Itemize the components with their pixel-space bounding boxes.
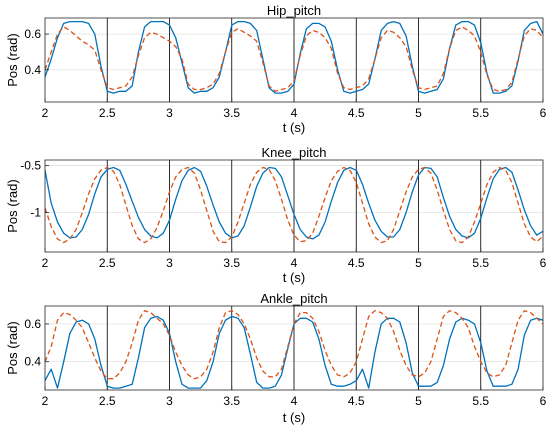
- x-tick-label: 3.5: [223, 256, 240, 270]
- x-tick-label: 2: [42, 394, 49, 408]
- x-tick-label: 3.5: [223, 394, 240, 408]
- y-tick-labels: 0.4 0.6: [24, 317, 49, 369]
- y-axis-label: Pos (rad): [5, 33, 20, 86]
- cycle-lines: [106, 18, 482, 102]
- x-tick-labels: 2 2.5 3 3.5 4 4.5 5 5.5 6: [42, 98, 547, 120]
- x-tick-labels: 2 2.5 3 3.5 4 4.5 5 5.5 6: [42, 386, 547, 408]
- reference-series-line: [45, 166, 543, 244]
- measured-series-line: [45, 20, 543, 94]
- x-axis-label: t (s): [283, 270, 305, 285]
- measured-series-line: [45, 166, 543, 240]
- y-axis-label: Pos (rad): [5, 321, 20, 374]
- x-tick-label: 4: [291, 394, 298, 408]
- x-tick-label: 5.5: [472, 394, 489, 408]
- chart-title: Knee_pitch: [261, 145, 326, 160]
- y-tick-label: 0.4: [24, 355, 41, 369]
- x-tick-label: 4.5: [348, 106, 365, 120]
- cycle-lines: [106, 160, 482, 252]
- hip-pitch-chart: Hip_pitch 2 2.5 3 3.5 4 4.5 5 5.5 6 0.4 0.6 t (s)…: [5, 3, 547, 135]
- chart-title: Ankle_pitch: [260, 291, 327, 306]
- y-tick-labels: 0.4 0.6: [24, 27, 49, 77]
- y-tick-label: 0.6: [24, 27, 41, 41]
- x-tick-labels: 2 2.5 3 3.5 4 4.5 5 5.5 6: [42, 248, 547, 270]
- knee-pitch-chart: Knee_pitch 2 2.5 3 3.5 4 4.5 5 5.5 6 -1 -0.5 t (s…: [5, 145, 547, 285]
- x-tick-label: 4: [291, 106, 298, 120]
- series-group: [45, 166, 543, 244]
- x-axis-label: t (s): [283, 410, 305, 425]
- reference-series-line: [45, 26, 543, 92]
- x-tick-label: 4.5: [348, 256, 365, 270]
- x-tick-label: 5.5: [472, 256, 489, 270]
- y-tick-label: 0.4: [24, 63, 41, 77]
- x-tick-label: 3: [166, 394, 173, 408]
- x-tick-label: 4.5: [348, 394, 365, 408]
- x-tick-label: 6: [540, 394, 547, 408]
- x-tick-label: 6: [540, 256, 547, 270]
- ankle-pitch-chart: Ankle_pitch 2 2.5 3 3.5 4 4.5 5 5.5 6 0.4 0.6 t (…: [5, 291, 547, 425]
- x-tick-label: 5: [415, 106, 422, 120]
- x-tick-label: 4: [291, 256, 298, 270]
- y-tick-label: -1: [30, 206, 41, 220]
- x-tick-label: 2.5: [99, 256, 116, 270]
- x-tick-label: 5: [415, 256, 422, 270]
- x-tick-label: 5: [415, 394, 422, 408]
- x-tick-label: 3.5: [223, 106, 240, 120]
- series-group: [45, 20, 543, 94]
- x-tick-label: 2.5: [99, 394, 116, 408]
- series-group: [45, 310, 543, 389]
- x-tick-label: 5.5: [472, 106, 489, 120]
- y-axis-label: Pos (rad): [5, 179, 20, 232]
- x-tick-label: 3: [166, 106, 173, 120]
- y-tick-label: -0.5: [20, 159, 41, 173]
- x-tick-label: 3: [166, 256, 173, 270]
- x-axis-label: t (s): [283, 120, 305, 135]
- x-tick-label: 6: [540, 106, 547, 120]
- cycle-lines: [106, 306, 482, 390]
- x-tick-label: 2: [42, 256, 49, 270]
- y-tick-labels: -1 -0.5: [20, 159, 49, 220]
- reference-series-line: [45, 310, 543, 380]
- x-tick-label: 2: [42, 106, 49, 120]
- y-tick-label: 0.6: [24, 317, 41, 331]
- x-tick-label: 2.5: [99, 106, 116, 120]
- chart-title: Hip_pitch: [267, 3, 321, 18]
